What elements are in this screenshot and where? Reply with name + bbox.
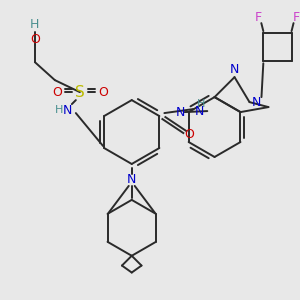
- Text: N: N: [63, 103, 73, 117]
- Text: O: O: [30, 33, 40, 46]
- Text: H: H: [197, 99, 206, 109]
- Text: N: N: [230, 63, 239, 76]
- Text: N: N: [176, 106, 185, 118]
- Text: O: O: [52, 85, 62, 99]
- Text: F: F: [293, 11, 300, 24]
- Text: N: N: [127, 173, 136, 186]
- Text: F: F: [255, 11, 262, 24]
- Text: N: N: [195, 105, 204, 118]
- Text: O: O: [98, 85, 108, 99]
- Text: H: H: [55, 105, 63, 115]
- Text: S: S: [75, 85, 85, 100]
- Text: N: N: [252, 96, 261, 109]
- Text: O: O: [184, 128, 194, 140]
- Text: H: H: [30, 18, 40, 31]
